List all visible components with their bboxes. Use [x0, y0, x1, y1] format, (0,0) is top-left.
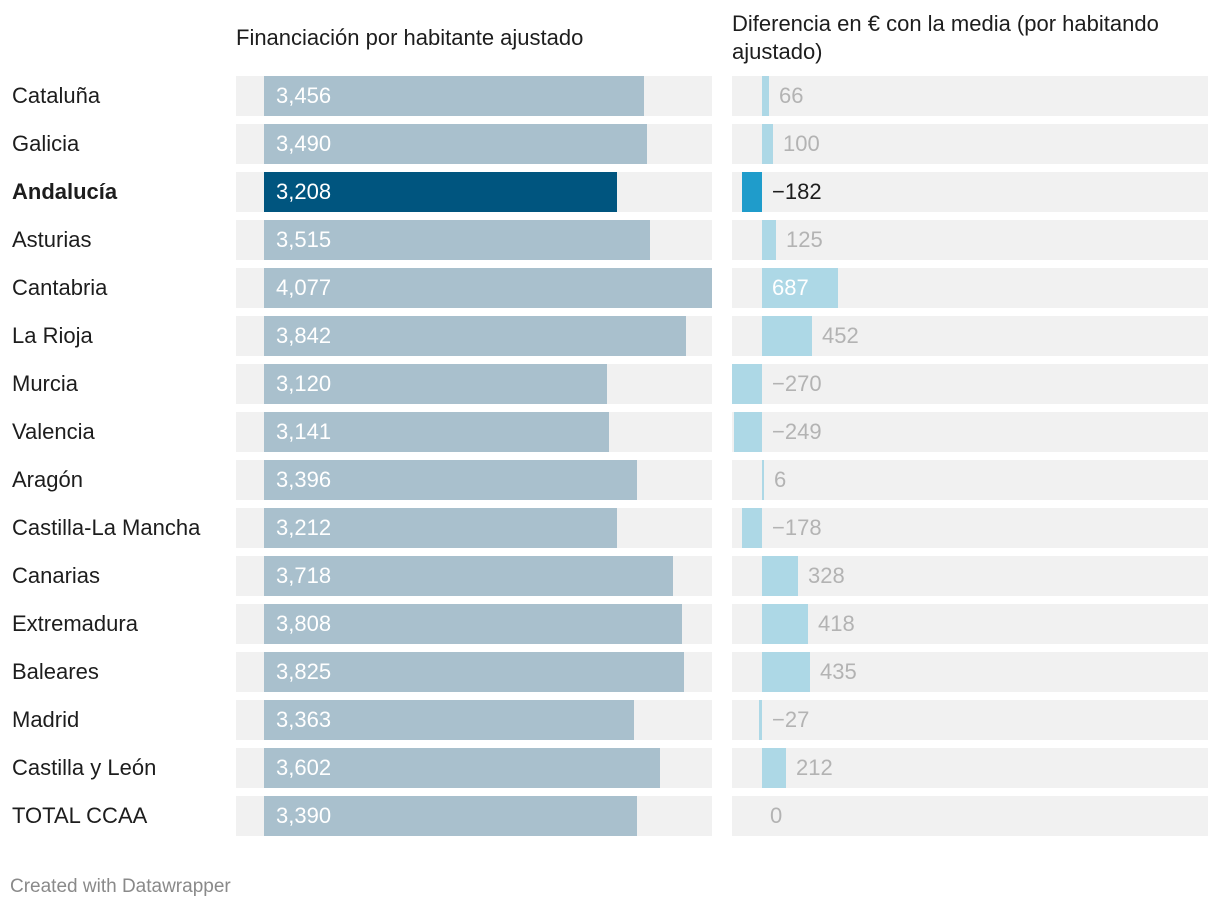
bar-financiacion	[264, 76, 644, 116]
value-label-financiacion: 3,141	[276, 419, 332, 444]
row-label: Cataluña	[12, 83, 101, 108]
row-label: La Rioja	[12, 323, 93, 348]
row-label: Madrid	[12, 707, 80, 732]
bar-diferencia	[762, 604, 808, 644]
value-label-financiacion: 3,396	[276, 467, 332, 492]
value-label-financiacion: 3,842	[276, 323, 332, 348]
value-label-diferencia: −249	[772, 419, 822, 444]
column-title-diferencia: Diferencia en € con la media (por habita…	[732, 11, 1159, 64]
row-label: Asturias	[12, 227, 92, 252]
bar-track	[732, 700, 1208, 740]
value-label-diferencia: 66	[779, 83, 804, 108]
value-label-financiacion: 3,390	[276, 803, 332, 828]
bar-financiacion	[264, 268, 712, 308]
value-label-financiacion: 3,363	[276, 707, 332, 732]
bar-diferencia	[742, 172, 762, 212]
value-label-diferencia: 418	[818, 611, 855, 636]
value-label-financiacion: 3,208	[276, 179, 332, 204]
value-label-diferencia: 212	[796, 755, 833, 780]
value-label-financiacion: 3,212	[276, 515, 332, 540]
row-label: Galicia	[12, 131, 80, 156]
value-label-diferencia: −270	[772, 371, 822, 396]
bar-track	[732, 412, 1208, 452]
value-label-diferencia: 125	[786, 227, 823, 252]
bar-diferencia	[762, 220, 776, 260]
bar-financiacion	[264, 796, 637, 836]
row-label: Aragón	[12, 467, 83, 492]
bar-track	[732, 124, 1208, 164]
row-label: Murcia	[12, 371, 79, 396]
bar-financiacion	[264, 220, 650, 260]
bar-financiacion	[264, 556, 673, 596]
value-label-financiacion: 3,490	[276, 131, 332, 156]
bar-diferencia	[762, 76, 769, 116]
bar-track	[732, 220, 1208, 260]
bar-diferencia	[734, 412, 762, 452]
row-label: TOTAL CCAA	[12, 803, 148, 828]
bar-financiacion	[264, 652, 684, 692]
bar-track	[732, 604, 1208, 644]
bar-financiacion	[264, 124, 647, 164]
value-label-diferencia: 687	[772, 275, 809, 300]
row-label: Castilla y León	[12, 755, 157, 780]
bar-diferencia	[762, 748, 786, 788]
value-label-financiacion: 3,808	[276, 611, 332, 636]
value-label-diferencia: −178	[772, 515, 822, 540]
column-title-financiacion: Financiación por habitante ajustado	[236, 25, 584, 50]
value-label-financiacion: 3,456	[276, 83, 332, 108]
bar-financiacion	[264, 364, 607, 404]
value-label-financiacion: 3,602	[276, 755, 332, 780]
value-label-diferencia: 100	[783, 131, 820, 156]
bar-diferencia	[759, 700, 762, 740]
value-label-financiacion: 3,515	[276, 227, 332, 252]
bar-financiacion	[264, 604, 682, 644]
bar-financiacion	[264, 172, 617, 212]
row-label: Baleares	[12, 659, 99, 684]
value-label-diferencia: −27	[772, 707, 810, 732]
bar-track	[732, 76, 1208, 116]
credit-text: Created with Datawrapper	[10, 876, 231, 897]
bar-financiacion	[264, 412, 609, 452]
bar-financiacion	[264, 460, 637, 500]
value-label-diferencia: 328	[808, 563, 845, 588]
bar-diferencia	[732, 364, 762, 404]
row-label: Valencia	[12, 419, 95, 444]
row-label: Cantabria	[12, 275, 108, 300]
bar-track	[732, 652, 1208, 692]
row-label: Extremadura	[12, 611, 138, 636]
value-label-diferencia: −182	[772, 179, 822, 204]
bar-track	[732, 508, 1208, 548]
row-label: Canarias	[12, 563, 101, 588]
value-label-diferencia: 6	[774, 467, 787, 492]
value-label-financiacion: 4,077	[276, 275, 332, 300]
bar-diferencia	[762, 556, 798, 596]
row-label: Castilla-La Mancha	[12, 515, 201, 540]
bar-financiacion	[264, 700, 634, 740]
value-label-financiacion: 3,718	[276, 563, 332, 588]
bar-track	[732, 796, 1208, 836]
bar-diferencia	[762, 652, 810, 692]
bar-financiacion	[264, 316, 686, 356]
bar-financiacion	[264, 508, 617, 548]
value-label-diferencia: 0	[770, 803, 783, 828]
bar-financiacion	[264, 748, 660, 788]
bar-track	[732, 364, 1208, 404]
bar-diferencia	[762, 124, 773, 164]
bar-track	[732, 748, 1208, 788]
bar-diferencia	[762, 268, 838, 308]
value-label-financiacion: 3,120	[276, 371, 332, 396]
value-label-diferencia: 435	[820, 659, 857, 684]
bar-track	[732, 460, 1208, 500]
bar-track	[732, 556, 1208, 596]
bar-diferencia	[762, 460, 764, 500]
bar-diferencia	[762, 316, 812, 356]
bar-track	[732, 172, 1208, 212]
value-label-diferencia: 452	[822, 323, 859, 348]
row-label: Andalucía	[12, 179, 118, 204]
bar-diferencia	[742, 508, 762, 548]
value-label-financiacion: 3,825	[276, 659, 332, 684]
